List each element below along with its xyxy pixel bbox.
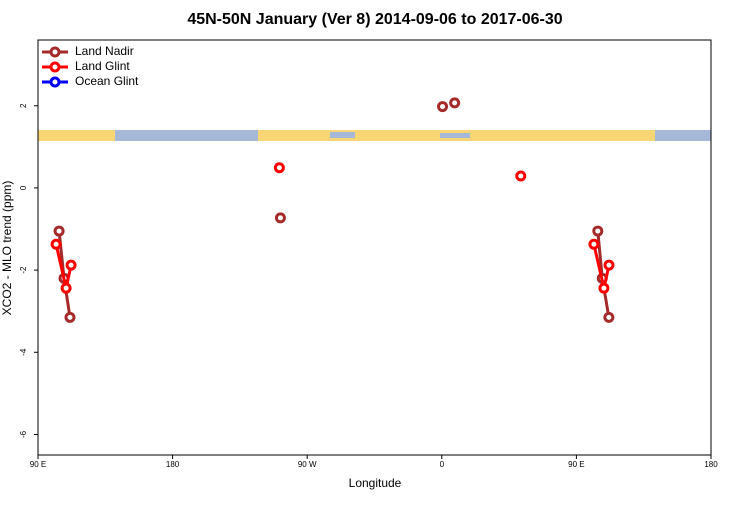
data-point (274, 212, 286, 224)
chart-title: 45N-50N January (Ver 8) 2014-09-06 to 20… (187, 11, 562, 28)
x-tick-label: 90 W (298, 460, 317, 469)
data-point (449, 97, 461, 109)
data-point (603, 311, 615, 323)
series-line (54, 243, 611, 289)
legend-label: Ocean Glint (75, 74, 139, 88)
x-tick-label: 180 (166, 460, 180, 469)
data-point (588, 238, 600, 250)
data-point (592, 225, 604, 237)
x-tick-label: 0 (440, 460, 445, 469)
y-tick-label: -2 (19, 266, 28, 274)
data-point (273, 162, 285, 174)
y-tick-label: 2 (19, 103, 28, 108)
y-tick-label: -6 (19, 430, 28, 438)
data-point (437, 101, 449, 113)
data-point (60, 282, 72, 294)
plot-frame (37, 39, 712, 456)
data-point (53, 225, 65, 237)
data-point (603, 259, 615, 271)
y-axis-label: XCO2 - MLO trend (ppm) (0, 181, 14, 316)
x-tick-label: 90 E (30, 460, 46, 469)
data-point (64, 311, 76, 323)
data-point (65, 259, 77, 271)
legend-marker (49, 46, 61, 58)
legend-marker (49, 61, 61, 73)
data-point (50, 238, 62, 250)
legend-label: Land Nadir (75, 44, 134, 58)
series-line (57, 230, 611, 318)
legend-label: Land Glint (75, 59, 130, 73)
y-tick-label: -4 (19, 348, 28, 356)
x-tick-label: 90 E (568, 460, 584, 469)
data-point (598, 282, 610, 294)
y-tick-label: 0 (19, 185, 28, 190)
map-strip (38, 130, 711, 141)
x-axis-label: Longitude (349, 476, 402, 490)
data-point (515, 170, 527, 182)
legend-marker (49, 76, 61, 88)
x-tick-label: 180 (704, 460, 718, 469)
